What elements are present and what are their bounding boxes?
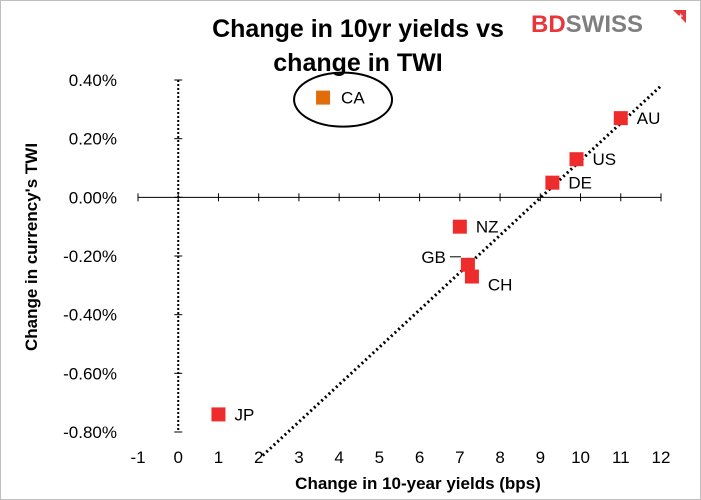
point-label-nz: NZ: [476, 218, 499, 237]
x-tick-label: 6: [415, 448, 424, 467]
x-tick-label: 10: [571, 448, 590, 467]
chart-title-line-1: Change in 10yr yields vs: [212, 15, 504, 43]
x-tick-label: 9: [536, 448, 545, 467]
y-axis-title: Change in currency's TWI: [22, 143, 41, 351]
y-tick-label: -0.60%: [63, 364, 117, 383]
y-tick-label: 0.20%: [69, 130, 117, 149]
point-au: [613, 111, 628, 126]
axes: 0.40% 0.20% 0.00% -0.20% -0.40% -0.60% -0.80%-…: [63, 71, 670, 467]
point-gb: [460, 257, 475, 272]
point-ch: [464, 269, 479, 284]
chart-title-line-2: change in TWI: [273, 49, 442, 77]
x-tick-label: 5: [375, 448, 384, 467]
point-label-au: AU: [637, 109, 661, 128]
point-label-ch: CH: [488, 276, 513, 295]
x-tick-label: 2: [254, 448, 263, 467]
brand-logo: BDSWISS +: [531, 10, 686, 38]
x-tick-label: -1: [130, 448, 145, 467]
point-jp: [211, 407, 226, 422]
point-label-de: DE: [568, 174, 592, 193]
y-tick-label: -0.40%: [63, 306, 117, 325]
brand-logo-text: BDSWISS: [531, 11, 643, 38]
brand-corner-mark: [673, 10, 686, 23]
x-tick-label: 7: [455, 448, 464, 467]
y-tick-label: 0.40%: [69, 71, 117, 90]
point-us: [569, 152, 584, 167]
point-label-us: US: [593, 150, 617, 169]
x-tick-label: 12: [652, 448, 671, 467]
y-tick-label: -0.80%: [63, 423, 117, 442]
x-tick-label: 1: [214, 448, 223, 467]
x-tick-label: 3: [294, 448, 303, 467]
highlight-ellipse-ca: [293, 71, 394, 128]
x-tick-label: 0: [173, 448, 182, 467]
x-tick-label: 8: [495, 448, 504, 467]
brand-swiss: SWISS: [566, 11, 643, 38]
x-axis-title: Change in 10-year yields (bps): [295, 474, 541, 493]
y-tick-label: 0.00%: [69, 188, 117, 207]
point-label-jp: JP: [234, 405, 254, 424]
brand-bd: BD: [531, 11, 566, 38]
brand-cross-icon: +: [678, 11, 683, 21]
point-label-ca: CA: [341, 89, 365, 108]
x-tick-label: 11: [612, 448, 630, 467]
point-label-gb: GB: [421, 248, 446, 267]
x-tick-label: 4: [334, 448, 343, 467]
point-ca: [316, 90, 331, 105]
y-tick-label: -0.20%: [63, 247, 117, 266]
point-de: [545, 175, 560, 190]
point-nz: [452, 219, 467, 234]
